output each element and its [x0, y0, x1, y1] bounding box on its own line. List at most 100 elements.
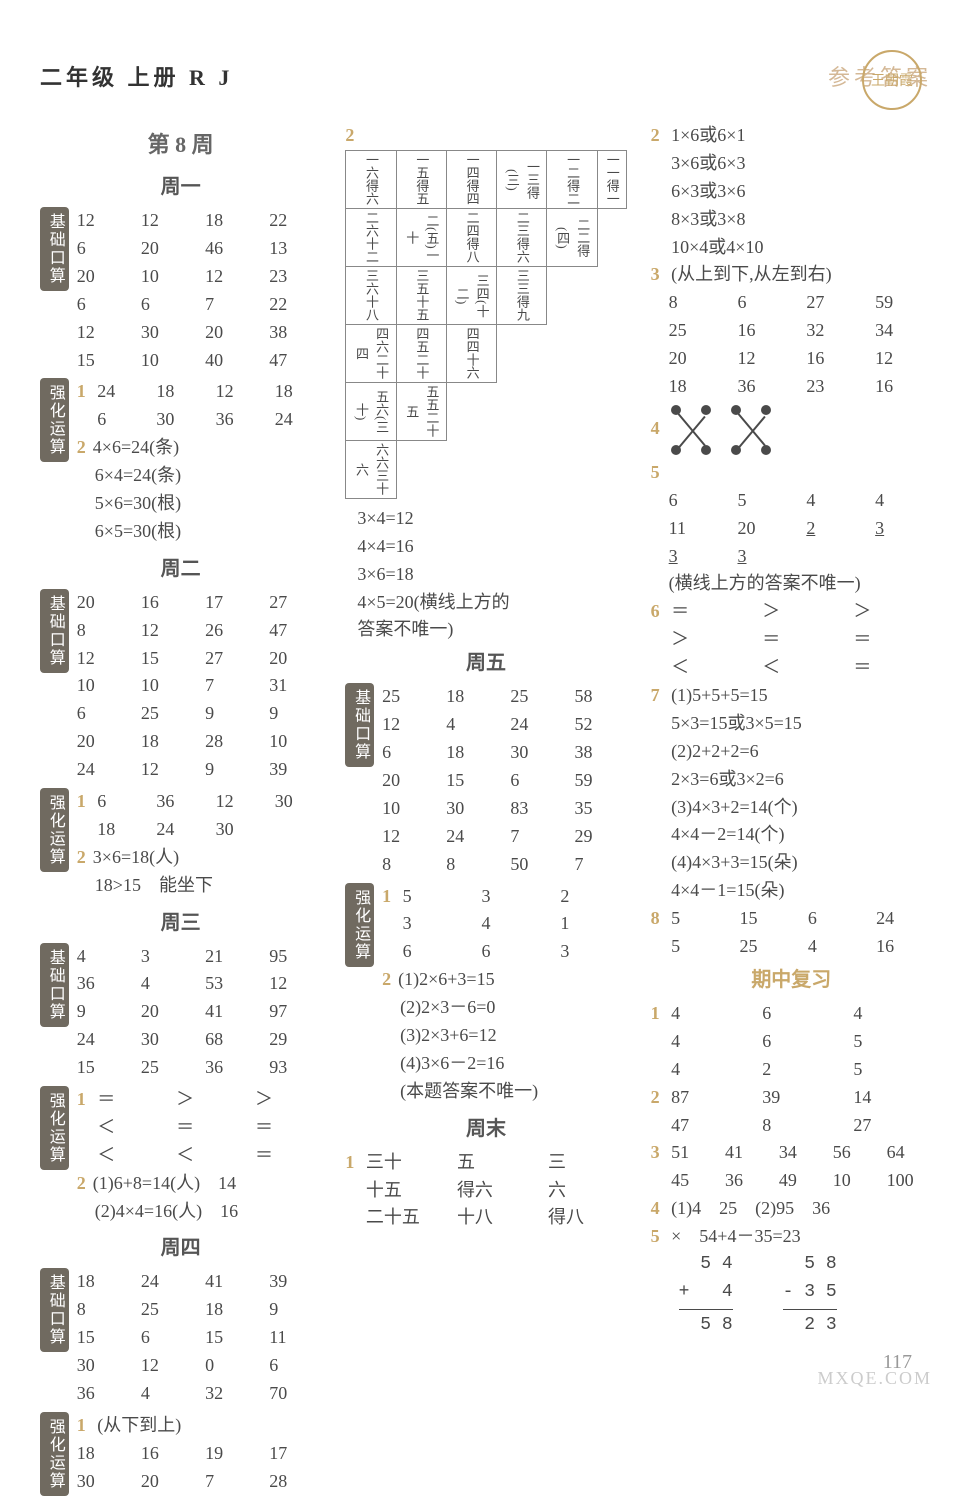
- answer-value: 12: [875, 345, 932, 373]
- answer-value: 20: [141, 235, 193, 263]
- mult-cell: 三三得九: [497, 266, 547, 324]
- answer-value: 1: [560, 910, 627, 938]
- answer-value: 12: [269, 970, 321, 998]
- item-3: 3: [651, 1139, 667, 1167]
- answer-value: 十八: [457, 1204, 536, 1232]
- answer-value: 9: [205, 700, 257, 728]
- answer-value: 6: [737, 289, 794, 317]
- label-basic: 基础口算: [40, 207, 69, 291]
- answer-value: 97: [269, 998, 321, 1026]
- answer-line: 23×6=18(人): [77, 844, 322, 872]
- multiplication-table: 一六得六一五得五一四得四一三得(三)一二得二一一得一二六十二二(五)一十二四得八…: [345, 150, 626, 499]
- answer-value: 16: [806, 345, 863, 373]
- answer-value: 16: [737, 317, 794, 345]
- answer-value: 40: [205, 347, 257, 375]
- note: (横线上方的答案不唯一): [669, 570, 932, 598]
- answer-value: 12: [216, 378, 263, 406]
- answer-value: 18: [141, 728, 193, 756]
- answer-line: 4×4－2=14(个): [671, 821, 802, 849]
- answer-value: 2: [806, 515, 863, 543]
- answer-value: ＝: [97, 1086, 164, 1114]
- answer-value: ＝: [762, 626, 841, 654]
- answer-value: 20: [77, 589, 129, 617]
- answer-value: 3: [481, 883, 548, 911]
- answer-value: 20: [141, 998, 193, 1026]
- answer-value: 8: [762, 1112, 841, 1140]
- answer-line: 1×6或6×1: [671, 122, 763, 150]
- answer-value: 15: [739, 905, 795, 933]
- answer-line: (本题答案不唯一): [400, 1078, 627, 1106]
- answer-value: 20: [669, 345, 726, 373]
- answer-value: 25: [739, 933, 795, 961]
- mult-cell: 三五十五: [396, 266, 446, 324]
- week-title: 第 8 周: [40, 128, 321, 162]
- item-1: 1: [382, 883, 398, 911]
- answer-line: 4×4=16: [357, 533, 626, 561]
- answer-line: (1)5+5+5=15: [671, 682, 802, 710]
- answer-value: 20: [77, 263, 129, 291]
- answer-value: 4: [875, 487, 932, 515]
- item-4: 4: [651, 415, 667, 443]
- answer-line: 24×6=24(条): [77, 434, 322, 462]
- answer-value: 23: [806, 373, 863, 401]
- answer-value: 14: [853, 1084, 932, 1112]
- answer-value: 29: [269, 1026, 321, 1054]
- answer-value: 45: [671, 1167, 717, 1195]
- answer-value: 38: [575, 739, 627, 767]
- answer-value: 12: [382, 823, 434, 851]
- answer-value: 4: [806, 487, 863, 515]
- answer-value: 27: [269, 589, 321, 617]
- answer-value: 16: [875, 373, 932, 401]
- answer-value: 4: [671, 1028, 750, 1056]
- day-1-title: 周一: [40, 172, 321, 203]
- answer-value: 18: [669, 373, 726, 401]
- mult-cell: 一五得五: [396, 150, 446, 208]
- answer-value: 15: [141, 645, 193, 673]
- answer-value: 15: [446, 767, 498, 795]
- answer-value: 5: [737, 487, 794, 515]
- answer-value: 11: [269, 1324, 321, 1352]
- answer-value: 5: [671, 933, 727, 961]
- answer-line: 6×4=24(条): [95, 462, 322, 490]
- item-1: 1: [77, 1086, 93, 1114]
- label-enhance: 强化运算: [40, 788, 69, 872]
- answer-value: 11: [669, 515, 726, 543]
- seal-stamp: 王朝霞: [862, 50, 922, 110]
- answer-line: (2)2+2+2=6: [671, 738, 802, 766]
- cross-diagram: [671, 405, 791, 455]
- answer-line: 3×4=12: [357, 505, 626, 533]
- answer-value: 12: [77, 319, 129, 347]
- label-enhance: 强化运算: [40, 378, 69, 462]
- answer-value: 3: [737, 543, 794, 571]
- answer-value: 47: [269, 347, 321, 375]
- answer-value: 20: [382, 767, 434, 795]
- answer-value: 12: [382, 711, 434, 739]
- answer-value: 6: [97, 406, 144, 434]
- answer-value: 10: [382, 795, 434, 823]
- answer-value: 20: [737, 515, 794, 543]
- answer-value: 58: [575, 683, 627, 711]
- answer-value: 得八: [548, 1204, 627, 1232]
- label-basic: 基础口算: [40, 589, 69, 673]
- header-grade: 二年级 上册 R J: [40, 60, 233, 92]
- answer-value: 25: [669, 317, 726, 345]
- answer-value: 6: [808, 905, 864, 933]
- answer-value: 24: [77, 1026, 129, 1054]
- answer-value: 6: [77, 235, 129, 263]
- item-1: 1: [77, 788, 93, 816]
- answer-value: 7: [205, 1468, 257, 1496]
- label-basic: 基础口算: [345, 683, 374, 767]
- answer-value: 15: [205, 1324, 257, 1352]
- answer-value: 6: [77, 700, 129, 728]
- note: (从下到上): [97, 1415, 181, 1435]
- answer-value: 六: [548, 1177, 627, 1205]
- answer-value: ＞: [853, 598, 932, 626]
- answer-value: 30: [216, 816, 263, 844]
- item-1: 1: [77, 1412, 93, 1440]
- answer-value: 6: [269, 1352, 321, 1380]
- answer-value: 二十五: [366, 1204, 445, 1232]
- item-2: 2: [651, 122, 667, 150]
- answer-line: 6×5=30(根): [95, 518, 322, 546]
- answer-value: 5: [671, 905, 727, 933]
- answer-value: 38: [269, 319, 321, 347]
